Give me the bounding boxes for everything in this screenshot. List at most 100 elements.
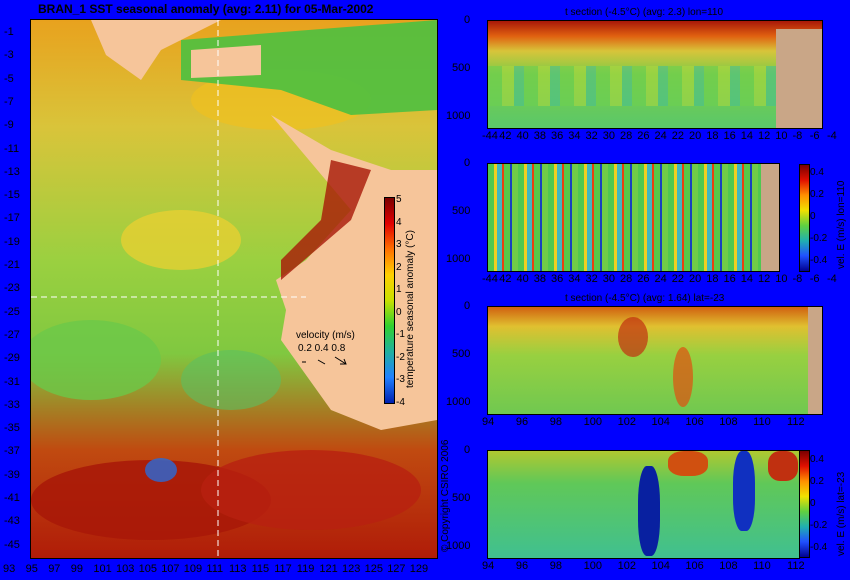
panel2-x-tick: 40: [516, 273, 529, 285]
panel2-land: [761, 164, 779, 271]
map-lat-tick: -9: [4, 119, 14, 132]
sst-map-field: [31, 20, 437, 558]
panel4-x-tick: 98: [549, 560, 563, 572]
panel2-colorbar-tick: -0.4: [810, 255, 828, 266]
panel1-x-tick: 40: [516, 130, 529, 142]
velocity-label: velocity (m/s): [296, 330, 355, 341]
panel4-colorbar-tick: -0.4: [810, 542, 828, 553]
map-lat-tick: -39: [4, 468, 20, 481]
panel4-colorbar-tick: -0.2: [810, 520, 828, 531]
map-lat-tick: -13: [4, 165, 20, 178]
map-colorbar: [384, 197, 395, 404]
panel2-x-tick: 16: [723, 273, 736, 285]
panel1-x-tick: 38: [533, 130, 546, 142]
panel1-land: [776, 29, 822, 128]
map-colorbar-tick: -4: [396, 396, 405, 408]
map-lat-tick: -31: [4, 375, 20, 388]
panel3-x-tick: 100: [583, 416, 603, 428]
panel1-x-tick: 10: [775, 130, 788, 142]
map-colorbar-tick: 4: [396, 216, 402, 228]
map-colorbar-tick: 0: [396, 306, 402, 318]
panel2-x-tick: -8: [792, 273, 803, 285]
map-lon-tick: 117: [274, 563, 292, 575]
panel1-x-tick: -4: [827, 130, 837, 142]
map-lat-tick: -21: [4, 259, 20, 271]
map-lon-tick: 97: [48, 563, 61, 575]
panel1-x-tick: -6: [809, 130, 820, 142]
sst-map: [30, 19, 438, 559]
panel4-x-tick: 112: [787, 560, 805, 572]
panel2-plot: [487, 163, 780, 272]
panel1-x-tick: 42: [499, 130, 512, 142]
panel4-colorbar: [799, 450, 810, 558]
map-lat-tick: -23: [4, 282, 20, 295]
panel1-x-tick: 22: [671, 130, 684, 142]
map-lat-tick: -33: [4, 398, 20, 411]
panel2-x-tick: 38: [533, 273, 546, 285]
panel4-x-tick: 96: [515, 560, 529, 572]
panel1-x-tick: 20: [689, 130, 702, 142]
panel4-x-tick: 94: [482, 560, 495, 572]
panel4-x-tick: 106: [685, 560, 704, 572]
panel3-x-tick: 94: [482, 416, 495, 428]
panel3-y-tick: 1000: [446, 396, 471, 408]
map-colorbar-tick: -3: [396, 374, 405, 385]
map-colorbar-tick: 3: [396, 239, 402, 250]
map-lon-tick: 95: [25, 563, 38, 575]
java-land: [191, 45, 261, 78]
map-lon-tick: 109: [183, 563, 203, 575]
map-lon-tick: 101: [93, 563, 112, 575]
panel2-x-tick: 42: [499, 273, 512, 285]
map-title: BRAN_1 SST seasonal anomaly (avg: 2.11) …: [38, 2, 374, 16]
map-lat-tick: -43: [4, 515, 20, 528]
panel2-y-tick: 500: [452, 205, 471, 217]
map-lon-tick: 111: [206, 563, 224, 575]
panel1-x-tick: 36: [551, 130, 564, 142]
map-colorbar-tick: 5: [396, 194, 402, 205]
panel2-x-tick: 26: [637, 273, 650, 285]
panel1-x-tick: 24: [654, 130, 667, 142]
panel4-colorbar-tick: 0.4: [810, 454, 824, 465]
panel2-x-tick: 28: [620, 273, 633, 285]
map-lon-tick: 121: [319, 563, 338, 575]
map-lat-tick: -5: [4, 72, 14, 85]
map-lon-tick: 99: [70, 563, 84, 575]
panel2-colorbar-tick: 0: [810, 211, 816, 222]
map-lat-tick: -17: [4, 212, 20, 225]
map-colorbar-tick: 1: [396, 284, 402, 295]
panel2-colorbar-tick: 0.2: [810, 189, 824, 200]
map-lon-tick: 107: [161, 563, 180, 575]
map-lat-tick: -7: [4, 95, 14, 108]
panel2-colorbar-tick: -0.2: [810, 233, 828, 244]
panel2-x-tick: 30: [602, 273, 615, 285]
panel3-y-tick: 0: [464, 300, 471, 312]
australia-land: [271, 115, 437, 430]
panel4-x-tick: 108: [719, 560, 738, 572]
panel4-y-tick: 1000: [446, 540, 471, 552]
panel4-x-tick: 104: [651, 560, 670, 572]
map-lon-tick: 115: [251, 563, 270, 575]
panel2-x-tick: 32: [585, 273, 598, 285]
panel3-x-tick: 112: [787, 416, 805, 428]
panel2-colorbar: [799, 164, 810, 272]
panel1-x-tick: 18: [706, 130, 719, 142]
panel4-y-tick: 0: [464, 444, 471, 456]
panel3-title: t section (-4.5°C) (avg: 1.64) lat=-23: [565, 293, 725, 304]
panel3-plot: [487, 306, 823, 415]
map-colorbar-tick: -2: [396, 351, 405, 363]
map-lon-tick: 119: [296, 563, 315, 575]
panel3-x-tick: 102: [617, 416, 636, 428]
panel2-x-tick: 34: [568, 273, 581, 285]
map-lon-tick: 129: [409, 563, 429, 575]
panel3-x-tick: 110: [753, 416, 771, 428]
panel1-x-tick: -44: [482, 130, 498, 142]
panel1-x-tick: -8: [792, 130, 803, 142]
panel3-x-tick: 108: [719, 416, 738, 428]
panel4-y-tick: 500: [452, 492, 471, 504]
panel1-x-tick: 16: [723, 130, 736, 142]
map-lon-tick: 105: [138, 563, 157, 575]
panel2-x-tick: -44: [482, 273, 498, 285]
panel2-x-tick: 36: [551, 273, 564, 285]
panel2-colorbar-tick: 0.4: [810, 167, 824, 178]
map-lat-tick: -19: [4, 235, 20, 248]
